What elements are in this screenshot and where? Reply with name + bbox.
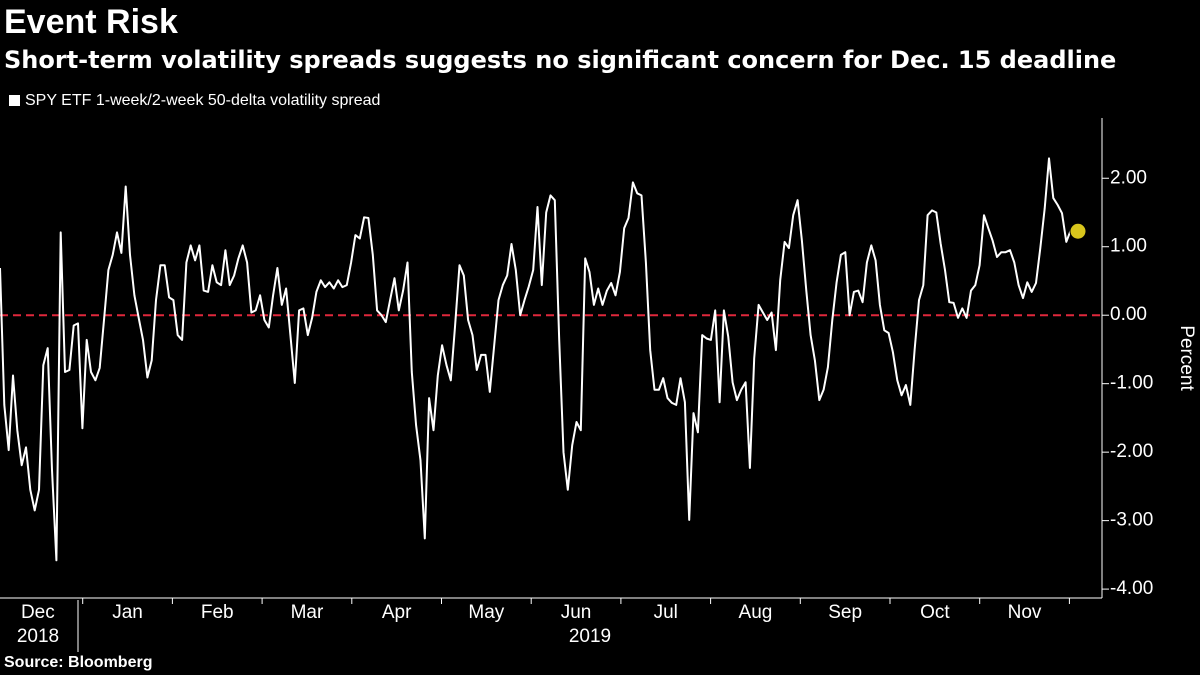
chart-subtitle: Short-term volatility spreads suggests n…	[4, 46, 1116, 74]
x-tick-label: Apr	[382, 602, 412, 623]
x-tick-label: Sep	[828, 602, 862, 623]
y-axis-label: Percent	[1176, 325, 1197, 391]
legend-label: SPY ETF 1-week/2-week 50-delta volatilit…	[25, 92, 380, 109]
x-tick-label: Aug	[739, 602, 773, 623]
legend-swatch	[9, 95, 20, 106]
x-tick-label: May	[468, 602, 504, 623]
y-tick-label: -4.00	[1110, 578, 1153, 599]
y-tick-label: -1.00	[1110, 373, 1153, 394]
x-tick-label: Feb	[201, 602, 234, 623]
y-tick-label: 0.00	[1110, 304, 1147, 325]
x-tick-label: Dec	[21, 602, 55, 623]
x-tick-label: Jan	[112, 602, 143, 623]
x-tick-label: Mar	[291, 602, 324, 623]
x-tick-label: Oct	[920, 602, 950, 623]
series-line	[0, 157, 1076, 562]
last-point	[1069, 222, 1087, 240]
source: Source: Bloomberg	[4, 654, 152, 671]
y-tick-label: -3.00	[1110, 510, 1153, 531]
y-tick-label: 2.00	[1110, 167, 1147, 188]
x-tick-label: Jun	[561, 602, 592, 623]
year-label: 2019	[569, 626, 611, 647]
year-label: 2018	[17, 626, 59, 647]
x-tick-label: Jul	[654, 602, 678, 623]
chart-title: Event Risk	[4, 3, 178, 41]
y-tick-label: -2.00	[1110, 441, 1153, 462]
y-tick-label: 1.00	[1110, 236, 1147, 257]
x-tick-label: Nov	[1008, 602, 1042, 623]
